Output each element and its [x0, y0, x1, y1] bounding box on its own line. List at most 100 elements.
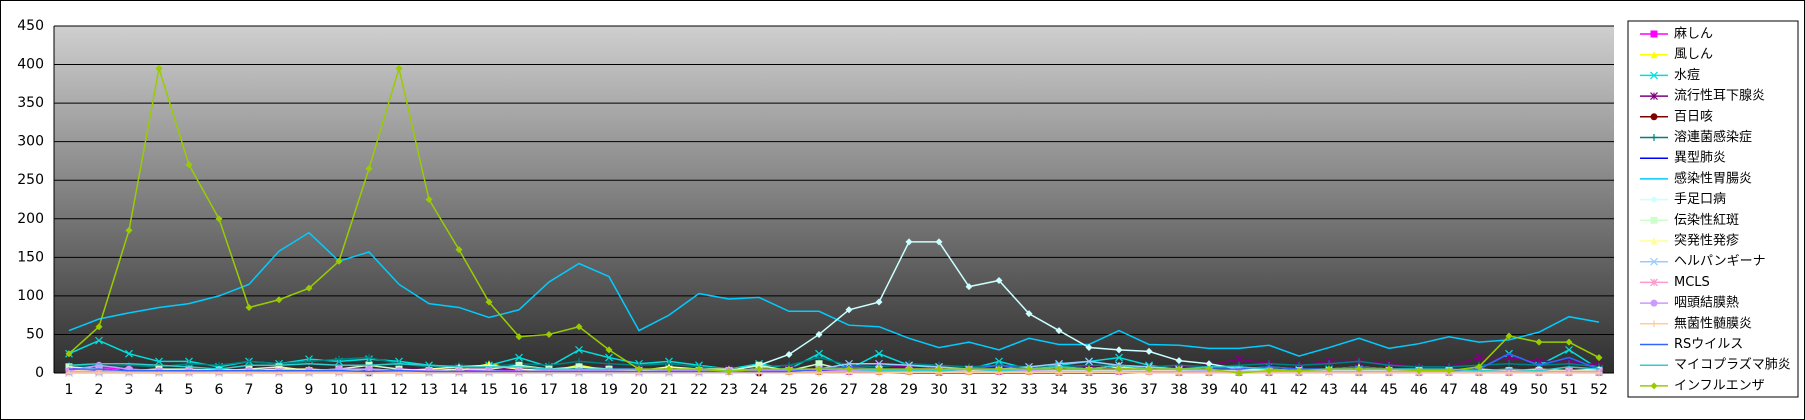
x-tick-label: 21 [660, 382, 678, 398]
marker [875, 349, 883, 358]
marker [1115, 353, 1123, 362]
marker [1475, 363, 1483, 371]
series [68, 231, 1600, 357]
marker [845, 365, 853, 373]
marker [785, 365, 793, 373]
marker [1145, 347, 1153, 355]
legend [1627, 20, 1799, 398]
legend-label: マイコプラズマ肺炎 [1674, 357, 1791, 373]
x-tick-label: 8 [275, 382, 284, 398]
x-tick-label: 45 [1380, 382, 1398, 398]
legend-label: 風しん [1674, 47, 1713, 62]
marker [1650, 30, 1658, 38]
marker [995, 276, 1003, 284]
x-tick-label: 12 [390, 382, 408, 398]
x-tick-label: 40 [1230, 382, 1248, 398]
x-tick-label: 25 [780, 382, 798, 398]
marker [1265, 367, 1273, 375]
marker [845, 359, 853, 368]
marker [815, 360, 823, 368]
marker [1650, 257, 1658, 266]
x-tick-label: 23 [720, 382, 738, 398]
marker [965, 283, 973, 291]
x-tick-label: 19 [600, 382, 618, 398]
marker [1475, 353, 1483, 362]
marker [1385, 365, 1393, 373]
marker [365, 165, 373, 173]
marker [1145, 365, 1153, 373]
legend-label: 突発性発疹 [1674, 233, 1739, 249]
series [69, 352, 1600, 373]
marker [605, 369, 613, 377]
marker [1650, 320, 1658, 328]
marker [65, 350, 73, 358]
x-tick-label: 35 [1080, 382, 1098, 398]
legend-item: 突発性発疹 [1640, 233, 1739, 249]
marker [665, 365, 673, 373]
legend-item: 感染性胃腸炎 [1640, 170, 1752, 186]
series-line [69, 352, 1600, 373]
x-tick-label: 2 [95, 382, 104, 398]
legend-label: 無菌性髄膜炎 [1674, 316, 1752, 331]
x-tick-label: 14 [450, 382, 468, 398]
marker [275, 296, 283, 304]
legend-item: 無菌性髄膜炎 [1640, 316, 1752, 331]
series-line [68, 65, 1600, 374]
marker [245, 303, 253, 311]
x-tick-label: 15 [480, 382, 498, 398]
x-tick-label: 33 [1020, 382, 1038, 398]
marker [125, 349, 133, 358]
marker [1650, 113, 1658, 121]
legend-item: MCLS [1640, 275, 1710, 290]
marker [1650, 134, 1658, 141]
legend-label: RSウイルス [1674, 337, 1743, 352]
marker [1650, 216, 1658, 224]
series-line [68, 231, 1600, 357]
legend-item: 水痘 [1640, 68, 1700, 83]
marker [1055, 365, 1063, 373]
x-tick-label: 41 [1260, 382, 1278, 398]
marker [1175, 357, 1183, 365]
legend-label: 伝染性紅斑 [1674, 213, 1739, 228]
marker [545, 369, 553, 377]
x-tick-label: 9 [305, 382, 314, 398]
y-tick-label: 300 [17, 134, 44, 150]
marker [785, 350, 793, 358]
marker [755, 365, 763, 373]
marker [605, 353, 613, 362]
marker [1355, 365, 1363, 373]
marker [1085, 365, 1093, 373]
legend-item: RSウイルス [1640, 337, 1743, 352]
x-tick-label: 31 [960, 382, 978, 398]
x-tick-label: 43 [1320, 382, 1338, 398]
marker [545, 330, 553, 338]
marker [995, 365, 1003, 373]
series-line [69, 371, 1599, 374]
marker [245, 357, 253, 365]
series-line [68, 364, 1599, 373]
x-tick-label: 42 [1290, 382, 1308, 398]
x-tick-label: 18 [570, 382, 588, 398]
x-tick-label: 28 [870, 382, 888, 398]
marker [1055, 359, 1063, 368]
legend-item: 風しん [1640, 47, 1713, 62]
marker [1055, 327, 1063, 335]
legend-label: 異型肺炎 [1674, 151, 1726, 166]
x-tick-label: 39 [1200, 382, 1218, 398]
marker [365, 354, 373, 362]
marker [1650, 382, 1658, 390]
marker [1175, 365, 1183, 373]
marker [305, 284, 313, 292]
marker [905, 365, 913, 373]
marker [1650, 51, 1658, 59]
marker [965, 365, 973, 373]
marker [425, 196, 433, 203]
x-tick-label: 44 [1350, 382, 1368, 398]
marker [125, 226, 133, 234]
y-tick-label: 50 [26, 326, 44, 342]
x-tick-label: 46 [1410, 382, 1428, 398]
legend-label: 麻しん [1674, 27, 1713, 42]
x-tick-label: 10 [330, 382, 348, 398]
marker [1085, 357, 1093, 366]
